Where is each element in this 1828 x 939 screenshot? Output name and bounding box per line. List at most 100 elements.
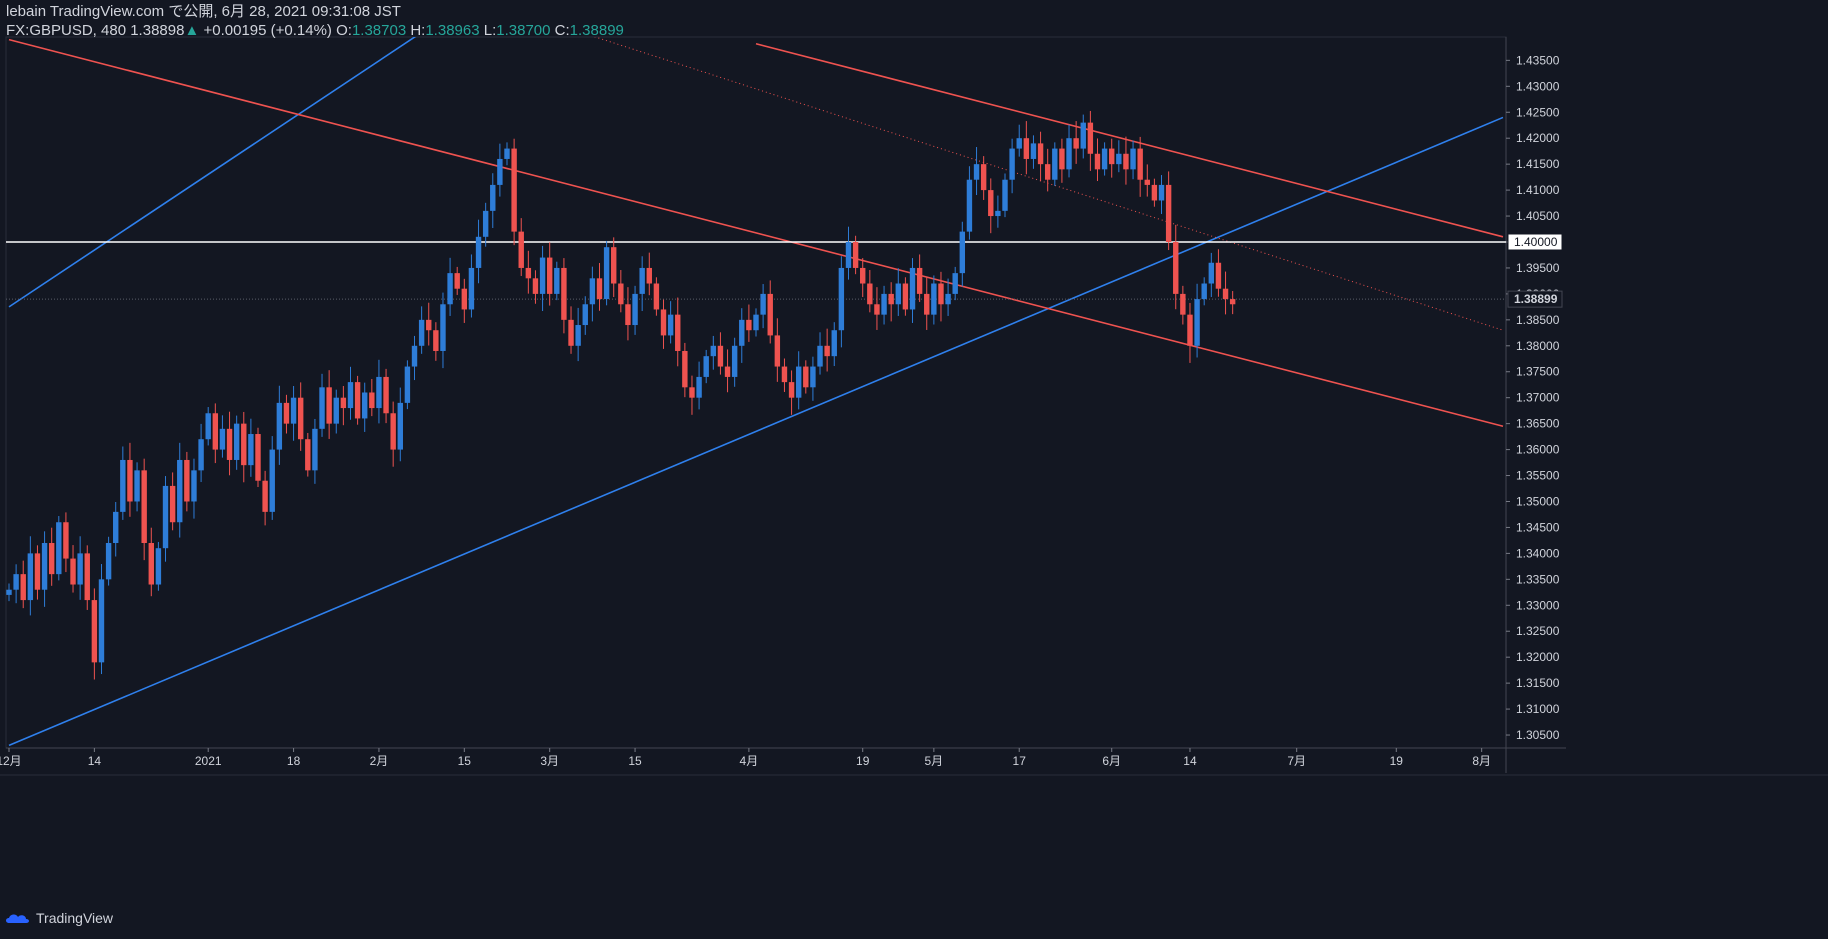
candle-body (1208, 262, 1215, 284)
candle-body (1066, 138, 1072, 170)
x-tick-label: 14 (1183, 754, 1197, 768)
candle-body (447, 273, 453, 305)
x-tick-label: 17 (1013, 754, 1027, 768)
y-tick-label: 1.38000 (1516, 339, 1560, 353)
candle-body (1087, 122, 1094, 154)
candle-body (1044, 164, 1051, 180)
candle-body (255, 434, 261, 481)
x-tick-label: 14 (88, 754, 102, 768)
candle-body (1037, 143, 1044, 165)
y-tick-label: 1.42000 (1516, 131, 1560, 145)
trendline-descending-lower (8, 38, 1504, 428)
candle-body (511, 148, 517, 232)
candle-body (988, 190, 994, 217)
candle-body (767, 293, 773, 336)
plot-area (6, 37, 1506, 747)
candle-body (48, 543, 55, 575)
candle-body (710, 345, 717, 357)
candle-body (326, 387, 332, 424)
candle-body (426, 319, 432, 331)
y-tick-label: 1.40500 (1516, 209, 1560, 223)
candle-body (817, 345, 823, 367)
x-tick-label: 3月 (540, 754, 559, 768)
y-tick-label: 1.34500 (1516, 520, 1560, 534)
candle-body (155, 548, 162, 585)
x-tick-label: 4月 (740, 754, 759, 768)
y-tick-label: 1.33000 (1516, 598, 1560, 612)
candle-body (77, 553, 83, 585)
candle-body (134, 470, 140, 502)
candle-body (113, 511, 119, 544)
candle-body (20, 574, 26, 601)
candle-body (603, 247, 610, 300)
candle-body (952, 273, 958, 294)
candle-body (440, 304, 446, 351)
candle-body (497, 158, 503, 185)
candle-body (824, 345, 830, 357)
y-tick-label: 1.42500 (1516, 105, 1560, 119)
candle-body (1080, 122, 1086, 149)
candle-body (895, 283, 901, 305)
y-tick-label: 1.32500 (1516, 624, 1560, 638)
candle-body (696, 376, 702, 398)
candle-body (596, 278, 603, 300)
candle-body (1023, 138, 1030, 159)
y-tick-label: 1.31000 (1516, 702, 1560, 716)
level-price-tag (1507, 233, 1563, 251)
candle-body (340, 397, 347, 409)
candle-body (739, 319, 745, 346)
candle-body (127, 459, 133, 502)
candle-body (141, 470, 147, 544)
candle-body (1030, 143, 1037, 159)
candle-body (369, 392, 375, 409)
candle-body (845, 241, 852, 268)
candle-body (362, 392, 368, 419)
candle-body (1002, 179, 1008, 211)
candle-body (1158, 184, 1165, 201)
candle-body (233, 423, 240, 460)
candle-body (1201, 283, 1207, 300)
tradingview-footer[interactable]: TradingView (4, 910, 113, 926)
candle-body (995, 210, 1001, 217)
candle-body (269, 449, 275, 512)
y-tick-label: 1.33500 (1516, 572, 1560, 586)
candle-body (1094, 153, 1101, 170)
candle-body (1130, 148, 1136, 170)
candle-body (312, 428, 318, 471)
candle-body (888, 293, 894, 305)
candle-body (1059, 148, 1065, 170)
x-tick-label: 2月 (370, 754, 389, 768)
candle-body (1229, 299, 1236, 305)
candle-body (27, 553, 34, 601)
candle-body (902, 283, 909, 310)
candle-body (1123, 153, 1129, 170)
tradingview-brand: TradingView (36, 910, 114, 926)
candle-body (860, 267, 866, 284)
candle-body (959, 231, 966, 274)
y-tick-label: 1.43000 (1516, 79, 1560, 93)
candle-body (383, 376, 389, 414)
candle-body (283, 402, 290, 424)
x-tick-label: 2021 (195, 754, 222, 768)
x-tick-label: 6月 (1102, 754, 1121, 768)
candle-body (390, 413, 396, 450)
candle-body (63, 522, 69, 559)
open-value: 1.38703 (351, 22, 407, 39)
candle-body (682, 350, 688, 388)
candle-body (482, 210, 489, 237)
candle-body (219, 428, 226, 450)
candle-body (397, 402, 403, 450)
y-tick-label: 1.41500 (1516, 157, 1560, 171)
candle-body (411, 345, 418, 367)
candle-body (418, 319, 425, 346)
trendline-ascending-upper (8, 37, 417, 308)
candle-body (881, 293, 887, 315)
candle-body (589, 278, 596, 305)
high-value: 1.38963 (425, 22, 480, 39)
candle-body (731, 345, 738, 377)
candle-body (305, 439, 311, 471)
high-label: H: (410, 22, 426, 39)
candle-body (689, 387, 695, 398)
y-tick-label: 1.30500 (1516, 728, 1560, 742)
